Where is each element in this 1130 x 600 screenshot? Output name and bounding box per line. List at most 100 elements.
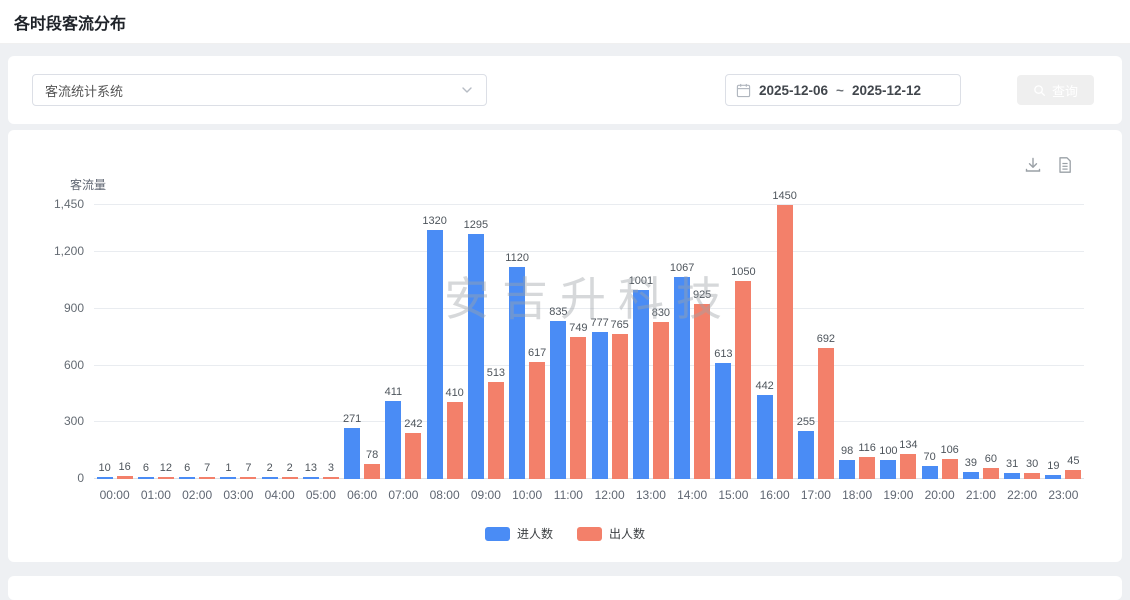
download-icon[interactable] [1024, 156, 1042, 174]
bar-groups: 10 16 00:00 6 12 01:00 6 7 02:00 1 7 03:00 2 2 04:00 13… [94, 190, 1084, 502]
bar-group: 442 1450 16:00 [754, 190, 797, 502]
x-axis-tick-label: 19:00 [883, 488, 914, 502]
bar-slot: 442 [755, 205, 774, 479]
bar-进人数 [385, 401, 402, 479]
bar-出人数 [735, 281, 752, 479]
x-axis-tick-label: 23:00 [1048, 488, 1079, 502]
x-axis-tick-label: 22:00 [1007, 488, 1038, 502]
bar-进人数 [137, 477, 154, 479]
bar-slot: 830 [652, 205, 670, 479]
bar-pair: 411 242 [384, 205, 423, 479]
bar-slot: 39 [962, 205, 979, 479]
bar-slot: 1001 [629, 205, 653, 479]
bar-value-label: 1320 [422, 215, 447, 227]
bar-slot: 10 [96, 205, 113, 479]
bar-value-label: 70 [923, 451, 936, 463]
legend-swatch [484, 526, 510, 541]
bar-pair: 70 106 [921, 205, 959, 479]
bar-slot: 7 [199, 205, 216, 479]
gridline [94, 364, 1084, 366]
x-axis-tick-label: 15:00 [718, 488, 749, 502]
bar-value-label: 6 [184, 462, 191, 474]
bar-进人数 [1045, 475, 1062, 479]
x-axis-tick-label: 08:00 [429, 488, 460, 502]
bar-slot: 242 [404, 205, 423, 479]
bar-group: 70 106 20:00 [919, 205, 960, 502]
bar-pair: 1120 617 [505, 205, 546, 479]
bar-slot: 617 [528, 205, 546, 479]
gridline [94, 204, 1084, 205]
bar-value-label: 100 [879, 445, 898, 457]
bar-value-label: 60 [984, 453, 997, 465]
bar-value-label: 116 [858, 442, 876, 454]
bar-进人数 [880, 460, 897, 479]
bar-slot: 30 [1024, 205, 1041, 479]
search-icon [1033, 84, 1046, 97]
system-select[interactable]: 客流统计系统 [32, 74, 487, 106]
bar-进人数 [756, 395, 773, 479]
chart-toolbar [1024, 156, 1074, 174]
legend-label: 出人数 [609, 527, 646, 541]
bar-pair: 19 45 [1045, 205, 1082, 479]
date-range-picker[interactable]: 2025-12-06 ~ 2025-12-12 [724, 74, 961, 106]
x-axis-tick-label: 09:00 [470, 488, 501, 502]
bar-pair: 100 134 [879, 205, 918, 479]
bar-group: 98 116 18:00 [837, 205, 878, 502]
bar-group: 1 7 03:00 [218, 205, 259, 502]
bar-value-label: 6 [142, 462, 149, 474]
bar-pair: 442 1450 [755, 190, 797, 479]
report-icon[interactable] [1056, 156, 1074, 174]
bar-pair: 10 16 [96, 205, 133, 479]
bar-value-label: 2 [286, 462, 293, 474]
bar-进人数 [261, 477, 278, 479]
bar-value-label: 1050 [731, 266, 756, 278]
legend-item-进人数[interactable]: 进人数 [484, 525, 553, 542]
bar-group: 835 749 11:00 [548, 205, 589, 502]
bar-出人数 [982, 468, 999, 479]
x-axis-tick-label: 11:00 [553, 488, 583, 502]
bar-pair: 271 78 [343, 205, 381, 479]
bar-slot: 31 [1004, 205, 1021, 479]
bar-value-label: 1067 [669, 262, 695, 274]
bar-出人数 [1065, 470, 1082, 479]
bar-出人数 [199, 477, 216, 479]
bar-value-label: 1120 [505, 252, 529, 264]
y-axis-tick-label: 900 [63, 300, 84, 315]
bar-进人数 [509, 267, 526, 479]
bar-slot: 513 [487, 205, 505, 479]
x-axis-tick-label: 06:00 [347, 488, 378, 502]
bar-pair: 31 30 [1004, 205, 1041, 479]
bar-group: 13 3 05:00 [300, 205, 341, 502]
bar-group: 1001 830 13:00 [629, 205, 671, 502]
bar-slot: 925 [693, 205, 711, 479]
bar-slot: 255 [797, 205, 815, 479]
bar-进人数 [715, 363, 732, 479]
bar-slot: 1320 [422, 205, 447, 479]
bar-group: 411 242 07:00 [383, 205, 424, 502]
bar-slot: 13 [302, 205, 319, 479]
bar-group: 255 692 17:00 [795, 205, 836, 502]
bar-value-label: 1001 [628, 275, 654, 287]
bar-出人数 [776, 205, 793, 479]
bar-slot: 6 [137, 205, 154, 479]
bar-value-label: 1295 [463, 219, 489, 231]
bar-value-label: 242 [404, 418, 423, 430]
bar-slot: 410 [445, 205, 464, 479]
bar-group: 10 16 00:00 [94, 205, 135, 502]
bar-value-label: 7 [204, 462, 211, 474]
bar-value-label: 16 [118, 461, 131, 473]
bar-出人数 [611, 334, 628, 479]
bar-value-label: 1 [225, 462, 232, 474]
x-axis-tick-label: 17:00 [800, 488, 831, 502]
plot-area: 安吉升科技 0 300 600 900 1,200 1,450 10 16 00:00 6 12 01… [54, 190, 1084, 502]
x-axis-tick-label: 20:00 [924, 488, 955, 502]
legend-item-出人数[interactable]: 出人数 [577, 525, 645, 542]
date-end: 2025-12-12 [851, 82, 921, 98]
y-axis-tick-label: 300 [63, 414, 84, 429]
bar-slot: 1450 [772, 190, 797, 479]
bar-value-label: 411 [384, 386, 403, 398]
bar-group: 1067 925 14:00 [669, 205, 713, 502]
query-button[interactable]: 查询 [1016, 75, 1094, 105]
